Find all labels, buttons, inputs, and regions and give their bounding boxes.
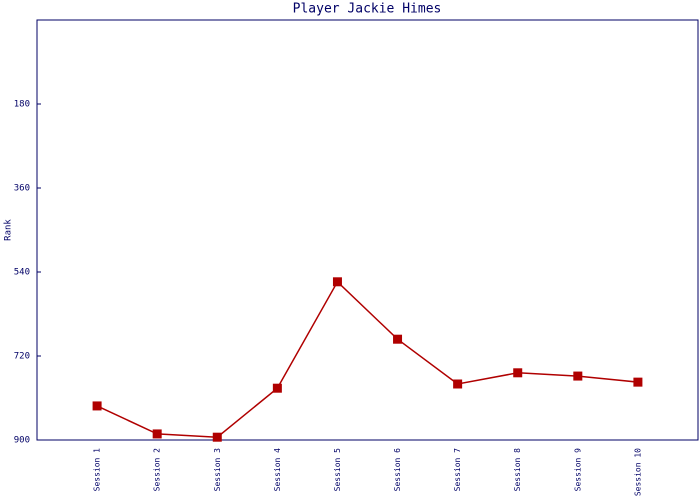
marker bbox=[393, 334, 403, 344]
marker bbox=[573, 371, 583, 381]
chart-title: Player Jackie Himes bbox=[293, 2, 442, 17]
y-axis-label: Rank bbox=[4, 219, 14, 241]
y-tick-label: 180 bbox=[14, 100, 30, 110]
x-tick-label: Session 1 bbox=[93, 448, 102, 492]
marker bbox=[272, 383, 282, 393]
x-tick-label: Session 10 bbox=[633, 448, 642, 496]
x-tick-label: Session 4 bbox=[273, 448, 282, 492]
y-tick-label: 540 bbox=[14, 268, 30, 278]
y-tick-label: 720 bbox=[14, 352, 30, 362]
marker bbox=[92, 401, 102, 411]
series-line bbox=[96, 280, 638, 438]
x-tick-label: Session 6 bbox=[393, 448, 402, 492]
x-tick-label: Session 8 bbox=[513, 448, 522, 492]
marker bbox=[513, 368, 523, 378]
x-tick-label: Session 2 bbox=[153, 448, 162, 492]
plot-frame bbox=[36, 19, 699, 441]
marker bbox=[633, 377, 643, 387]
x-tick-label: Session 9 bbox=[573, 448, 582, 492]
x-tick-label: Session 3 bbox=[213, 448, 222, 492]
marker bbox=[152, 429, 162, 439]
marker bbox=[212, 432, 222, 442]
x-tick-label: Session 5 bbox=[333, 448, 342, 492]
x-tick-label: Session 7 bbox=[453, 448, 462, 492]
y-tick-label: 900 bbox=[14, 436, 30, 446]
y-tick-label: 360 bbox=[14, 184, 30, 194]
marker bbox=[453, 379, 463, 389]
marker bbox=[332, 277, 342, 287]
